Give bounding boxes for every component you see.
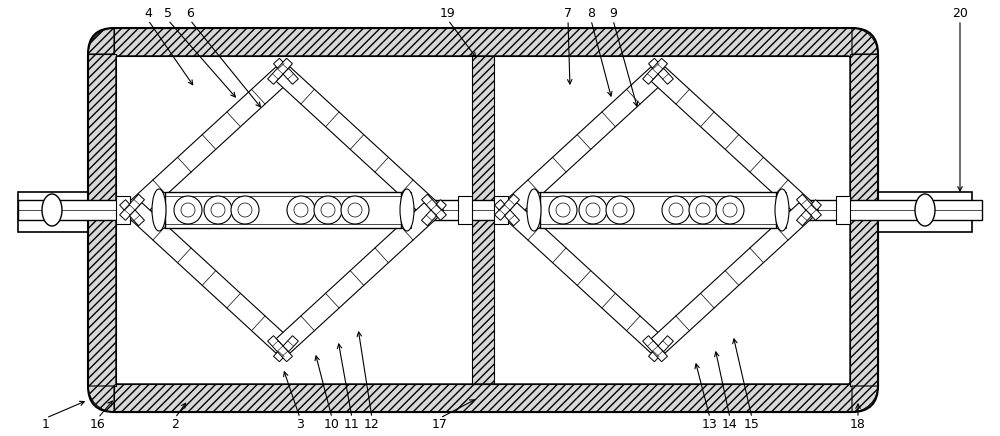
Text: 9: 9 [609,7,617,20]
Polygon shape [276,203,438,353]
Ellipse shape [341,196,369,224]
Polygon shape [88,28,114,54]
Polygon shape [503,67,665,218]
Ellipse shape [294,203,308,217]
Bar [165,192,401,228]
Ellipse shape [915,194,935,226]
Ellipse shape [314,196,342,224]
Polygon shape [88,54,116,386]
Ellipse shape [579,196,607,224]
Ellipse shape [716,196,744,224]
Text: 11: 11 [344,418,360,430]
Text: 14: 14 [722,418,738,430]
Ellipse shape [586,203,600,217]
Text: 17: 17 [432,418,448,430]
Bar [776,192,786,228]
Polygon shape [274,58,298,84]
Text: 4: 4 [144,7,152,20]
Ellipse shape [321,203,335,217]
Ellipse shape [723,203,737,217]
Text: 1: 1 [42,418,50,430]
Bar [18,200,982,220]
Polygon shape [651,203,813,353]
Ellipse shape [662,196,690,224]
Bar [401,192,411,228]
Ellipse shape [181,203,195,217]
Ellipse shape [287,196,315,224]
Polygon shape [852,28,878,54]
Text: 15: 15 [744,418,760,430]
Polygon shape [495,194,519,220]
Ellipse shape [689,196,717,224]
Text: 6: 6 [186,7,194,20]
Ellipse shape [238,203,252,217]
Polygon shape [268,58,292,84]
Polygon shape [850,54,878,386]
Text: 10: 10 [324,418,340,430]
Text: 13: 13 [702,418,718,430]
Polygon shape [274,336,298,362]
Polygon shape [422,194,446,220]
Polygon shape [651,67,813,218]
Bar [540,192,776,228]
Polygon shape [268,336,292,362]
Text: 7: 7 [564,7,572,20]
Ellipse shape [204,196,232,224]
Ellipse shape [348,203,362,217]
Polygon shape [276,67,438,218]
Text: 19: 19 [440,7,456,20]
Ellipse shape [549,196,577,224]
Bar [18,192,88,232]
Polygon shape [120,200,144,226]
Ellipse shape [174,196,202,224]
Polygon shape [643,58,667,84]
Ellipse shape [152,189,166,231]
Ellipse shape [775,189,789,231]
Text: 3: 3 [296,418,304,430]
Polygon shape [114,384,852,412]
Polygon shape [422,200,446,226]
Bar [458,196,472,224]
Polygon shape [797,194,821,220]
Text: 20: 20 [952,7,968,20]
Polygon shape [643,336,667,362]
Text: 16: 16 [90,418,106,430]
Ellipse shape [231,196,259,224]
Polygon shape [852,386,878,412]
Polygon shape [128,67,290,218]
Polygon shape [472,56,494,384]
Text: 2: 2 [171,418,179,430]
Polygon shape [649,58,673,84]
Ellipse shape [400,189,414,231]
Text: 18: 18 [850,418,866,430]
Text: 8: 8 [587,7,595,20]
Bar [878,192,972,232]
Polygon shape [88,386,114,412]
Text: 12: 12 [364,418,380,430]
Ellipse shape [527,189,541,231]
Bar [494,196,508,224]
Bar [155,192,165,228]
Ellipse shape [669,203,683,217]
Bar [836,196,850,224]
Ellipse shape [696,203,710,217]
Bar [116,196,130,224]
Polygon shape [120,194,144,220]
Text: 5: 5 [164,7,172,20]
Ellipse shape [42,194,62,226]
Polygon shape [495,200,519,226]
Ellipse shape [606,196,634,224]
Polygon shape [503,203,665,353]
Ellipse shape [556,203,570,217]
Polygon shape [114,28,852,56]
Polygon shape [797,200,821,226]
Ellipse shape [613,203,627,217]
Bar [530,192,540,228]
Polygon shape [649,336,673,362]
Polygon shape [128,203,290,353]
Ellipse shape [211,203,225,217]
